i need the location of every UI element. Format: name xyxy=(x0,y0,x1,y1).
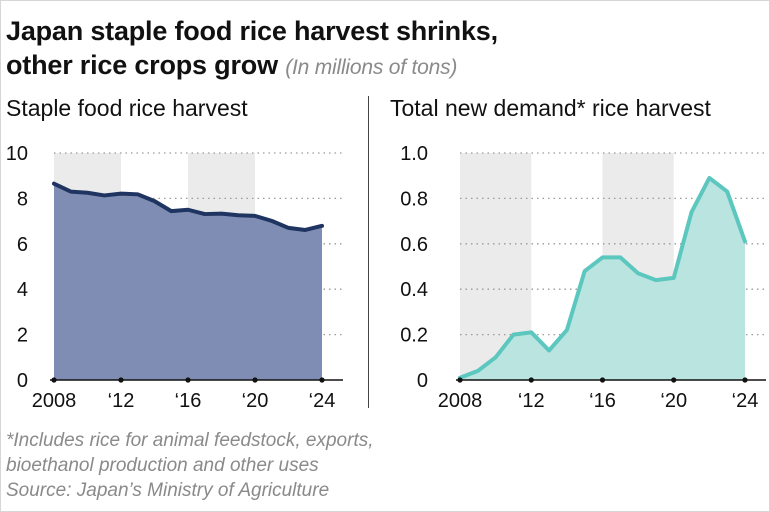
demand-y-tick-label: 0.4 xyxy=(400,279,428,301)
demand-x-tick-mark xyxy=(457,377,463,383)
staple-y-tick-label: 4 xyxy=(17,279,28,301)
title-line-2-text: other rice crops grow xyxy=(6,50,278,80)
demand-x-tick-mark xyxy=(671,377,677,383)
staple-area xyxy=(54,183,322,380)
staple-y-tick-label: 2 xyxy=(17,325,28,347)
staple-x-tick-label: ‘12 xyxy=(108,390,135,412)
staple-rice-chart: 0 2 4 6 8 10 2008 ‘12 ‘16 ‘20 ‘24 xyxy=(6,143,343,412)
staple-y-tick-label: 6 xyxy=(17,234,28,256)
chart-title: Japan staple food rice harvest shrinks, … xyxy=(6,14,498,85)
staple-x-tick-mark xyxy=(252,377,258,383)
staple-x-tick-label: ‘24 xyxy=(309,390,336,412)
footnotes: *Includes rice for animal feedstock, exp… xyxy=(6,428,374,503)
demand-x-tick-mark xyxy=(599,377,606,383)
unit-label: (In millions of tons) xyxy=(285,56,458,79)
demand-y-tick-label: 0 xyxy=(417,370,428,392)
demand-x-tick-label: ‘12 xyxy=(518,390,545,412)
demand-y-tick-label: 1.0 xyxy=(400,143,428,165)
new-demand-rice-chart: 0 0.2 0.4 0.6 0.8 1.0 2008 ‘12 ‘16 ‘20 ‘24 xyxy=(400,143,766,412)
staple-x-tick-mark xyxy=(319,377,325,383)
staple-x-tick-label: 2008 xyxy=(32,390,77,412)
staple-x-tick-mark xyxy=(51,377,57,383)
demand-area xyxy=(460,177,745,380)
staple-y-tick-label: 8 xyxy=(17,188,28,210)
demand-x-tick-label: 2008 xyxy=(438,390,483,412)
right-chart-title: Total new demand* rice harvest xyxy=(390,95,711,121)
staple-y-tick-label: 0 xyxy=(17,370,28,392)
demand-x-tick-mark xyxy=(742,377,748,383)
demand-y-tick-label: 0.8 xyxy=(400,188,428,210)
source-note: Source: Japan’s Ministry of Agriculture xyxy=(6,480,330,501)
staple-x-tick-mark xyxy=(185,377,191,383)
demand-x-tick-label: ‘24 xyxy=(732,390,759,412)
staple-x-tick-label: ‘20 xyxy=(242,390,269,412)
footnote-line-1: *Includes rice for animal feedstock, exp… xyxy=(6,430,374,451)
demand-x-tick-label: ‘20 xyxy=(660,390,687,412)
staple-x-tick-label: ‘16 xyxy=(175,390,202,412)
staple-x-tick-mark xyxy=(118,377,124,383)
footnote-line-2: bioethanol production and other uses xyxy=(6,455,319,476)
demand-x-tick-mark xyxy=(528,377,534,383)
staple-y-tick-label: 10 xyxy=(6,143,28,165)
panel-divider xyxy=(368,96,369,408)
title-line-2: other rice crops grow (In millions of to… xyxy=(6,48,498,85)
demand-y-tick-label: 0.6 xyxy=(400,234,428,256)
staple-series-line xyxy=(52,181,324,232)
title-line-1: Japan staple food rice harvest shrinks, xyxy=(6,16,498,46)
demand-y-tick-label: 0.2 xyxy=(400,325,428,347)
left-chart-title: Staple food rice harvest xyxy=(6,95,248,121)
demand-series-line xyxy=(458,175,747,380)
demand-x-tick-label: ‘16 xyxy=(589,390,616,412)
